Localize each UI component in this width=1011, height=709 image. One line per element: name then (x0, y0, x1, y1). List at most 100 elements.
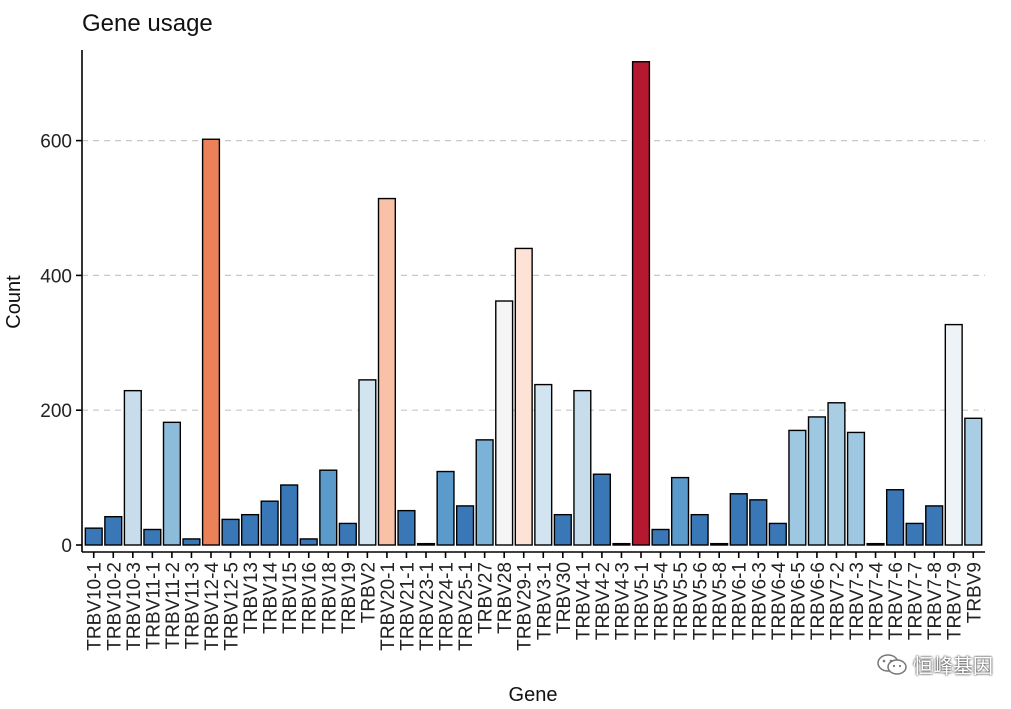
x-tick-label: TRBV7-2 (827, 562, 848, 640)
bar-trbv7-3 (846, 431, 866, 546)
x-tick-label: TRBV5-4 (652, 562, 673, 641)
x-tick-label: TRBV12-5 (222, 562, 243, 651)
x-tick-label: TRBV27 (476, 562, 497, 634)
bar-trbv24-1 (436, 470, 455, 546)
x-tick-label: TRBV10-2 (104, 562, 125, 651)
bar-trbv6-4 (768, 522, 787, 546)
bar-trbv7-7 (905, 522, 924, 546)
x-tick-label: TRBV4-3 (612, 562, 633, 640)
bar-trbv4-1 (573, 389, 592, 546)
bar-trbv9 (964, 417, 983, 546)
bar-trbv11-1 (143, 528, 162, 546)
bar-trbv4-3 (612, 542, 631, 546)
bar-trbv7-4 (866, 542, 885, 546)
chart-title: Gene usage (82, 10, 213, 37)
x-tick-label: TRBV11-2 (163, 562, 184, 649)
bar-trbv5-1 (631, 61, 651, 546)
bar-trbv5-6 (690, 513, 709, 546)
bar-trbv21-1 (397, 509, 416, 546)
bar-trbv30 (553, 513, 572, 546)
bar-trbv5-4 (651, 528, 670, 546)
x-tick-label: TRBV19 (339, 562, 360, 634)
y-axis-ticks: 0 200 400 600 (40, 132, 82, 557)
x-tick-label: TRBV9 (964, 562, 985, 623)
bar-trbv3-1 (534, 383, 553, 546)
x-tick-label: TRBV5-6 (691, 562, 712, 640)
bar-trbv11-3 (182, 538, 201, 546)
bar-trbv7-8 (925, 505, 944, 546)
x-tick-label: TRBV3-1 (534, 562, 555, 640)
bar-trbv4-2 (592, 473, 612, 546)
watermark: 恒峰基因 (877, 650, 993, 679)
bar-trbv6-3 (749, 499, 768, 546)
x-tick-label: TRBV7-4 (867, 562, 888, 641)
x-tick-label: TRBV25-1 (456, 562, 477, 651)
bar-trbv7-9 (944, 323, 963, 546)
x-tick-label: TRBV4-1 (573, 562, 594, 640)
x-tick-label: TRBV10-1 (85, 562, 106, 651)
x-axis-ticks: TRBV10-1TRBV10-2TRBV10-3TRBV11-1TRBV11-2… (85, 552, 985, 651)
bar-trbv5-5 (670, 476, 690, 546)
bar-trbv7-2 (827, 402, 846, 546)
bar-trbv18 (319, 469, 338, 546)
y-tick-label: 600 (40, 132, 72, 153)
bar-trbv10-1 (84, 527, 103, 546)
watermark-text: 恒峰基因 (913, 654, 993, 678)
bar-trbv12-4 (201, 138, 221, 546)
x-tick-label: TRBV16 (300, 562, 321, 634)
bar-trbv2 (358, 379, 377, 546)
bar-trbv13 (240, 513, 260, 546)
y-tick-label: 400 (40, 266, 72, 287)
bar-trbv20-1 (377, 197, 397, 546)
x-tick-label: TRBV11-1 (143, 562, 164, 649)
x-tick-label: TRBV6-3 (749, 562, 770, 640)
bar-trbv19 (338, 522, 357, 546)
x-tick-label: TRBV21-1 (397, 562, 418, 651)
bar-trbv6-6 (807, 416, 827, 546)
bar-trbv16 (299, 538, 318, 546)
y-tick-label: 200 (40, 401, 72, 422)
bar-trbv29-1 (514, 247, 533, 546)
y-tick-label: 0 (61, 536, 72, 557)
bar-trbv14 (260, 500, 279, 546)
bar-trbv7-6 (885, 489, 905, 546)
bar-trbv27 (475, 439, 494, 546)
x-tick-label: TRBV28 (495, 562, 516, 634)
x-tick-label: TRBV12-4 (202, 562, 223, 651)
x-tick-label: TRBV7-9 (945, 562, 966, 640)
bar-trbv25-1 (455, 505, 475, 546)
bar-trbv28 (495, 300, 514, 546)
x-tick-label: TRBV7-6 (886, 562, 907, 640)
x-tick-label: TRBV10-3 (124, 562, 145, 651)
x-tick-label: TRBV4-2 (593, 562, 614, 640)
bar-trbv6-5 (788, 429, 807, 546)
bar-trbv10-3 (123, 389, 142, 546)
y-axis-title: Count (3, 275, 25, 329)
x-tick-label: TRBV6-5 (788, 562, 809, 640)
x-tick-label: TRBV2 (358, 562, 379, 623)
x-tick-label: TRBV7-7 (906, 562, 927, 640)
bar-trbv6-1 (729, 493, 748, 546)
x-tick-label: TRBV15 (280, 562, 301, 634)
x-axis-title: Gene (509, 684, 558, 706)
x-tick-label: TRBV5-8 (710, 562, 731, 640)
x-tick-label: TRBV5-5 (671, 562, 692, 640)
x-tick-label: TRBV6-1 (730, 562, 751, 640)
bar-trbv11-2 (162, 421, 182, 546)
x-tick-label: TRBV7-3 (847, 562, 868, 640)
x-tick-label: TRBV18 (319, 562, 340, 634)
x-tick-label: TRBV14 (261, 562, 282, 634)
x-tick-label: TRBV7-8 (925, 562, 946, 640)
x-tick-label: TRBV23-1 (417, 562, 438, 651)
bar-trbv12-5 (221, 518, 240, 546)
x-tick-label: TRBV5-1 (632, 562, 653, 640)
x-tick-label: TRBV30 (554, 562, 575, 634)
x-tick-label: TRBV24-1 (437, 562, 458, 651)
x-tick-label: TRBV13 (241, 562, 262, 634)
bars (84, 61, 983, 546)
x-tick-label: TRBV11-3 (182, 562, 203, 649)
x-tick-label: TRBV20-1 (378, 562, 399, 651)
x-tick-label: TRBV6-6 (808, 562, 829, 640)
bar-trbv5-8 (710, 542, 729, 546)
